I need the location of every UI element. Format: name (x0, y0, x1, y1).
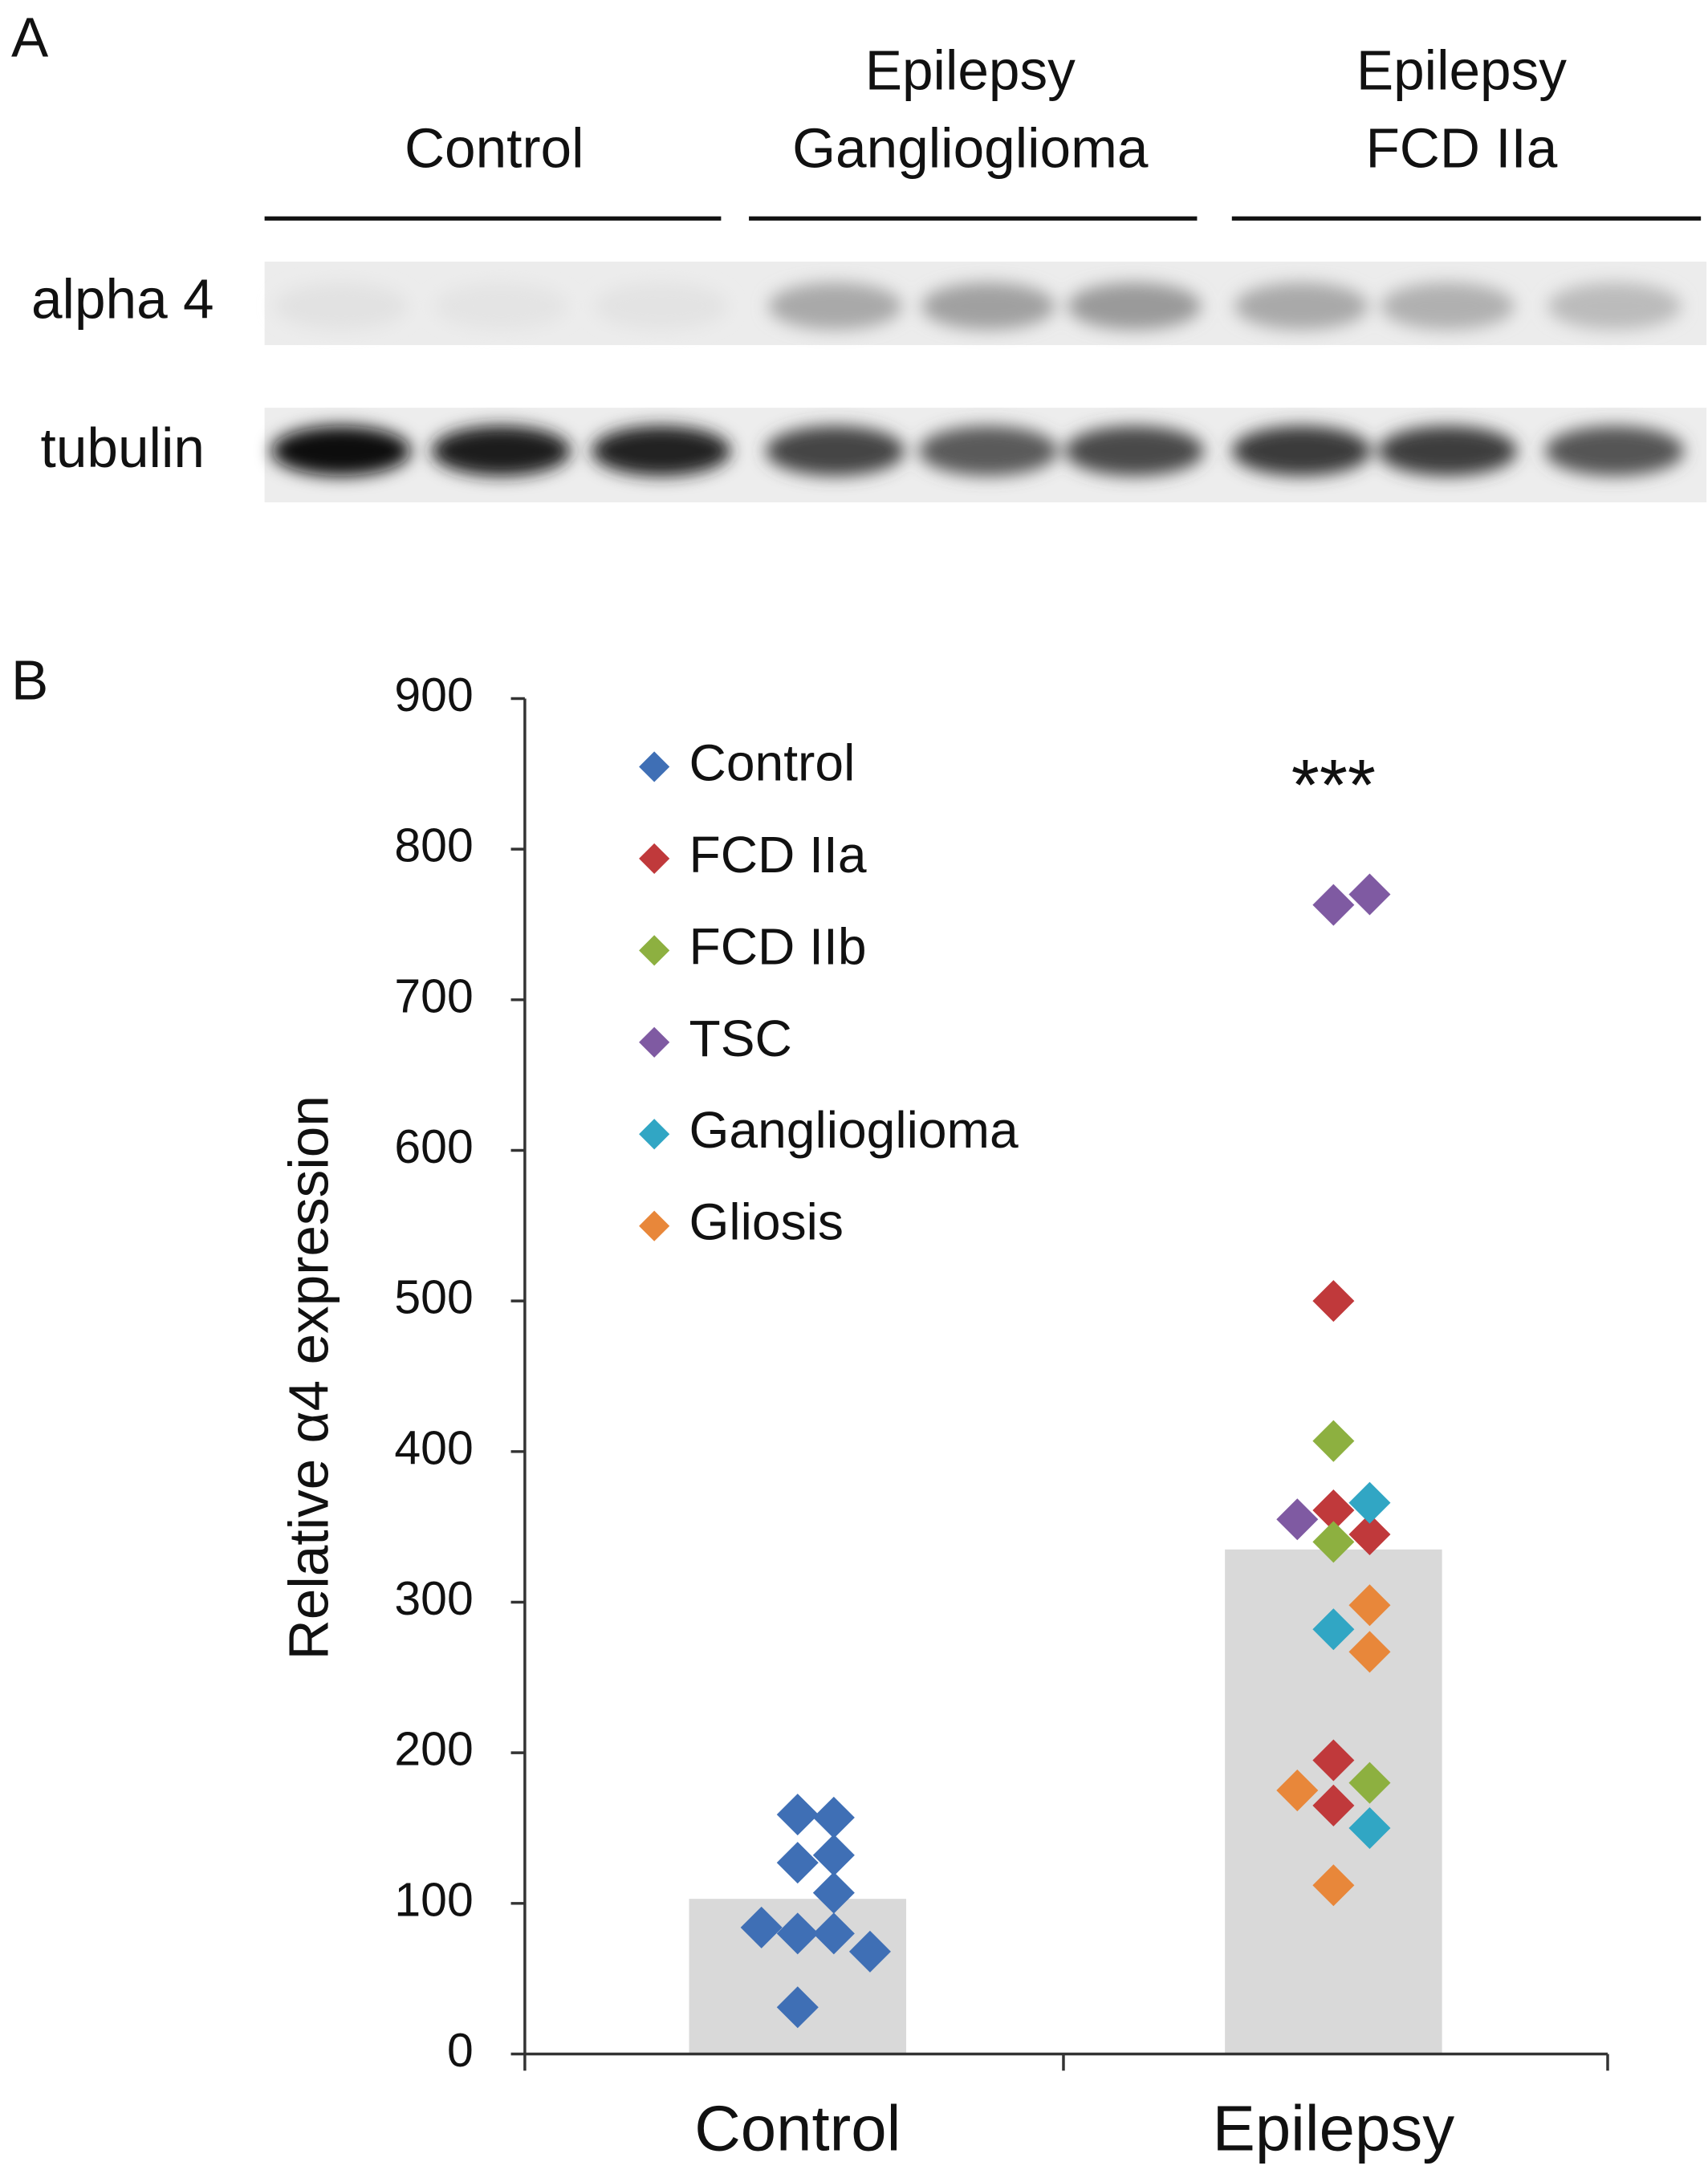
point (812, 1834, 855, 1876)
y-tick-label: 100 (394, 1874, 473, 1926)
point (1312, 1489, 1355, 1532)
band (1068, 282, 1202, 330)
band (765, 425, 905, 477)
band (431, 425, 571, 477)
legend-label: Gliosis (689, 1193, 844, 1251)
legend-label: Control (689, 733, 856, 791)
y-tick-label: 200 (394, 1724, 473, 1776)
legend-marker (639, 1210, 670, 1241)
point (1276, 1498, 1319, 1541)
blot (264, 216, 1707, 502)
band (1377, 425, 1518, 477)
legend-marker (639, 935, 670, 966)
band (921, 282, 1055, 330)
point (1348, 1481, 1391, 1524)
panel-label: B (11, 648, 48, 711)
point (812, 1796, 855, 1839)
y-tick-label: 600 (394, 1121, 473, 1173)
band (1064, 425, 1205, 477)
legend-marker (639, 1026, 670, 1058)
y-tick-label: 700 (394, 970, 473, 1022)
group-label: Epilepsy FCD IIa (1356, 39, 1567, 180)
point (1312, 884, 1355, 926)
band (1544, 425, 1685, 477)
legend-marker (639, 1119, 670, 1150)
band (1547, 282, 1682, 330)
point (1348, 1806, 1391, 1849)
y-tick-label: 400 (394, 1422, 473, 1474)
y-tick-label: 300 (394, 1573, 473, 1625)
point (776, 1842, 819, 1884)
annotation: *** (1291, 745, 1376, 826)
point (1348, 1631, 1391, 1673)
legend-marker (639, 843, 670, 874)
band (1381, 282, 1515, 330)
point (1348, 1761, 1391, 1804)
legend-label: TSC (689, 1010, 792, 1067)
group-label: Control (405, 117, 584, 180)
row-label: tubulin (41, 416, 205, 479)
y-tick-label: 900 (394, 669, 473, 721)
point (1312, 1608, 1355, 1651)
legend-label: FCD IIb (689, 917, 867, 975)
point (1348, 1514, 1391, 1556)
row-label: alpha 4 (31, 267, 214, 330)
band (274, 282, 409, 330)
y-tick-label: 0 (447, 2025, 474, 2077)
point (776, 1794, 819, 1836)
point (1348, 873, 1391, 916)
band (271, 425, 411, 477)
y-tick-label: 800 (394, 820, 473, 872)
band (434, 282, 568, 330)
band (768, 282, 902, 330)
band (592, 425, 731, 477)
group-label: Epilepsy Ganglioglioma (792, 39, 1149, 180)
band (918, 425, 1059, 477)
legend-marker (639, 751, 670, 782)
x-tick-label: Control (694, 2092, 901, 2164)
y-axis-label: Relative α4 expression (278, 1095, 340, 1660)
point (1312, 1784, 1355, 1826)
legend-label: Ganglioglioma (689, 1101, 1019, 1159)
legend-label: FCD IIa (689, 826, 867, 884)
band (1234, 282, 1368, 330)
band (594, 282, 729, 330)
point (776, 1986, 819, 2029)
point (1312, 1739, 1355, 1782)
point (1312, 1521, 1355, 1563)
panel-label: A (11, 6, 49, 68)
bands (271, 282, 1685, 477)
point (1312, 1420, 1355, 1462)
x-tick-label: Epilepsy (1213, 2092, 1455, 2164)
point (1348, 1584, 1391, 1627)
y-tick-label: 500 (394, 1272, 473, 1324)
point (1312, 1280, 1355, 1323)
band (1231, 425, 1372, 477)
